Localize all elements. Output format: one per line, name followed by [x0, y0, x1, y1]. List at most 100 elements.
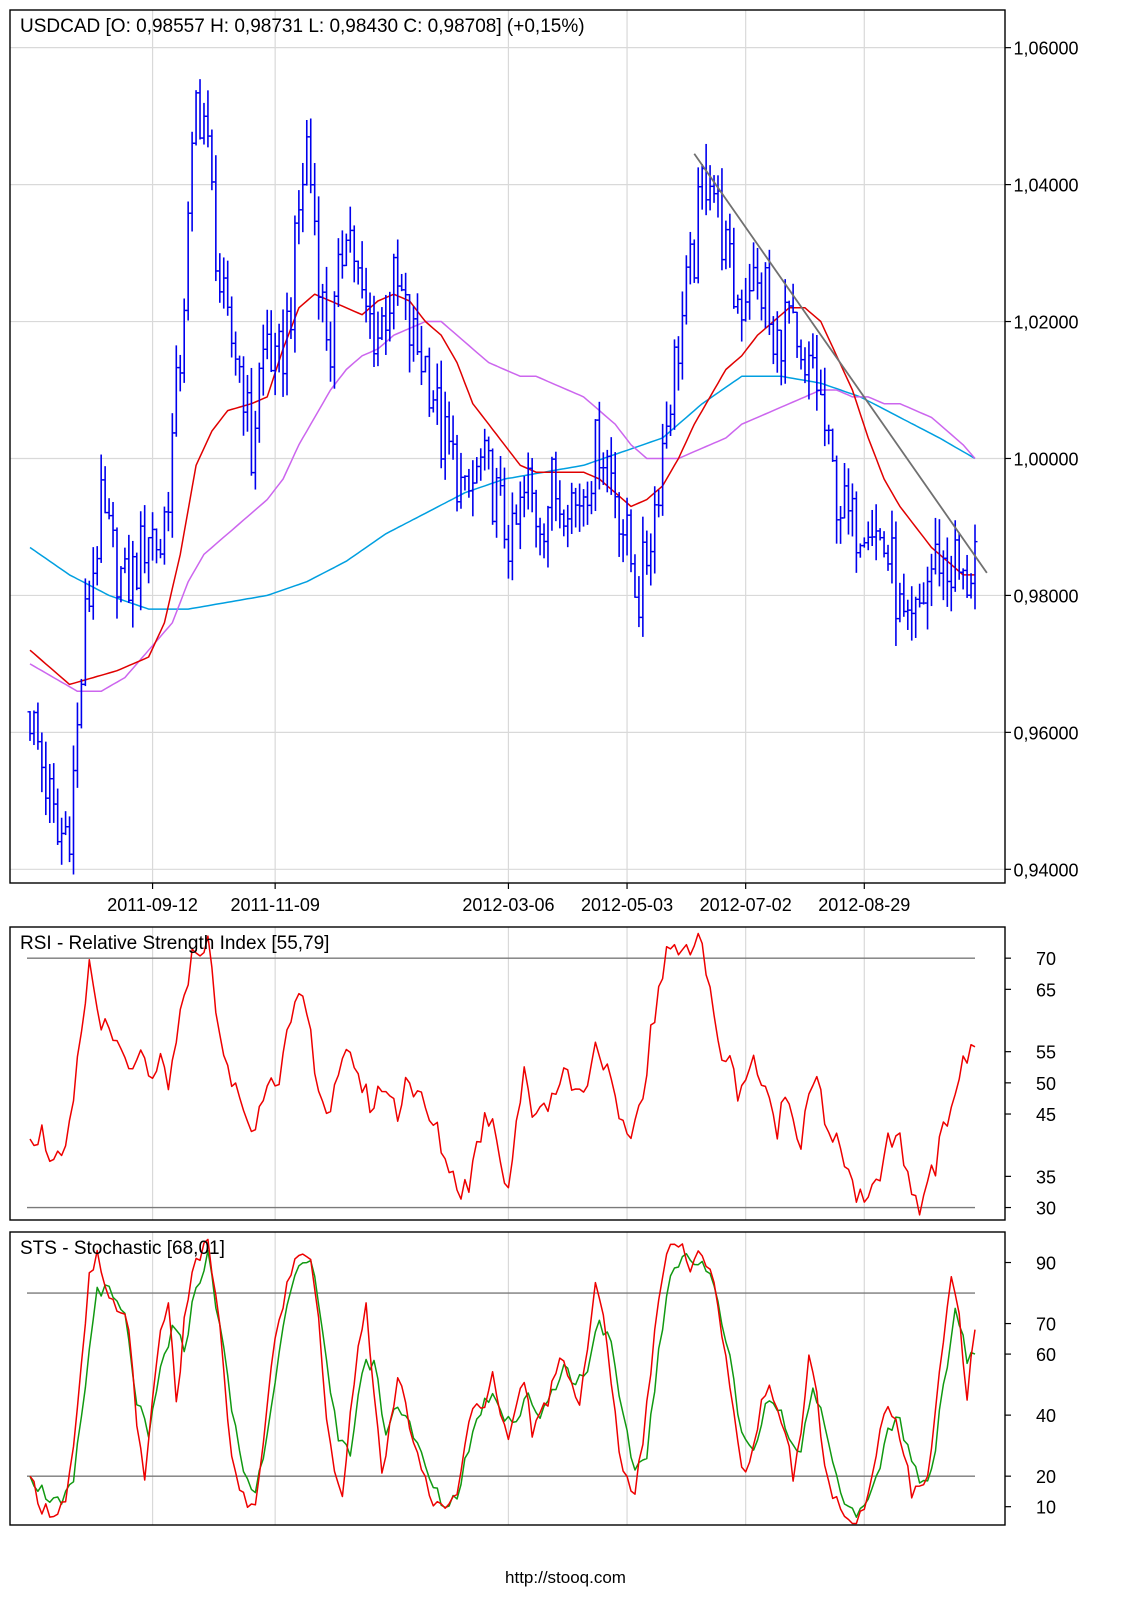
price-bar [557, 480, 563, 529]
price-bar [343, 233, 349, 267]
price-bar [505, 524, 511, 579]
price-bar [335, 238, 341, 308]
y-tick-label: 45 [1036, 1105, 1056, 1125]
price-bar [498, 456, 504, 496]
price-bar [755, 247, 761, 300]
price-bar [67, 816, 73, 863]
price-bar [893, 521, 899, 646]
price-bar [592, 419, 598, 511]
price-bar [426, 347, 432, 417]
price-bar [719, 168, 725, 271]
price-bar [272, 332, 278, 396]
price-bar [486, 436, 492, 470]
y-tick-label: 1,00000 [1013, 449, 1078, 469]
price-bar [798, 339, 804, 370]
price-bar [707, 165, 713, 211]
price-bar [636, 576, 642, 628]
price-bar [161, 506, 167, 565]
price-bar [490, 448, 496, 525]
y-tick-label: 70 [1036, 949, 1056, 969]
price-bar [157, 538, 163, 559]
price-bar [838, 505, 844, 544]
price-bar [94, 546, 100, 586]
price-bar [834, 455, 840, 544]
price-bar [513, 504, 519, 525]
price-bar [549, 456, 555, 531]
price-bar [624, 497, 630, 556]
price-bars [27, 79, 978, 875]
price-bar [758, 272, 764, 321]
price-bar [347, 206, 353, 253]
price-bar [612, 452, 618, 519]
price-plot-area [27, 79, 978, 875]
price-bar [248, 367, 254, 476]
price-bar [98, 454, 104, 563]
price-bar [331, 291, 337, 389]
price-bar [585, 481, 591, 525]
price-bar [308, 118, 314, 194]
price-bar [422, 355, 428, 373]
price-bar [185, 201, 191, 321]
price-bar [553, 451, 559, 522]
price-bar [446, 401, 452, 455]
price-bar [628, 509, 634, 573]
price-bar [814, 334, 820, 411]
y-tick-label: 65 [1036, 980, 1056, 1000]
price-bar [703, 143, 709, 216]
price-bar [229, 296, 235, 358]
price-bar [596, 401, 602, 490]
price-bar [379, 307, 385, 341]
price-bar [921, 582, 927, 605]
price-bar [221, 257, 227, 309]
price-bar [691, 239, 697, 283]
price-bar [865, 521, 871, 551]
price-bar [972, 524, 978, 610]
price-bar [565, 504, 571, 548]
price-bar [482, 428, 488, 471]
price-bar [644, 530, 650, 575]
plot-frame [9, 1231, 1006, 1526]
price-bar [130, 540, 136, 628]
stoch-d-line [29, 1249, 976, 1518]
price-bar [964, 554, 970, 598]
price-bar [418, 325, 424, 386]
price-bar [237, 355, 243, 383]
price-bar [529, 458, 535, 513]
price-bar [806, 341, 812, 400]
price-bar [363, 267, 369, 323]
source-footer[interactable]: http://stooq.com [505, 1568, 626, 1587]
price-bar [304, 120, 310, 186]
price-bar [70, 745, 76, 875]
price-bar [403, 272, 409, 321]
price-bar [78, 678, 84, 729]
x-tick-label: 2012-07-02 [700, 895, 792, 915]
price-bar [47, 763, 53, 823]
price-bar [731, 227, 737, 309]
price-bar [126, 534, 132, 604]
y-tick-label: 1,02000 [1013, 313, 1078, 333]
price-bar [929, 553, 935, 607]
price-bar [735, 294, 741, 314]
price-bar [233, 331, 239, 376]
price-bar [802, 347, 808, 384]
price-bar [794, 311, 800, 358]
price-bar [849, 483, 855, 537]
trendline [693, 153, 988, 574]
price-bar [656, 489, 662, 518]
price-bar [944, 537, 950, 607]
price-bar [620, 519, 626, 563]
rsi-title: RSI - Relative Strength Index [55,79] [20, 933, 329, 954]
price-bar [679, 291, 685, 380]
price-bar [632, 554, 638, 598]
price-bar [913, 596, 919, 638]
price-bar [27, 711, 33, 741]
price-bar [810, 333, 816, 369]
x-tick-label: 2012-05-03 [581, 895, 673, 915]
price-bar [351, 225, 357, 283]
x-tick-label: 2011-09-12 [107, 895, 198, 915]
price-bar [51, 763, 57, 823]
price-bar [588, 481, 594, 515]
price-bar [454, 434, 460, 512]
price-bar [407, 294, 413, 373]
price-panel: USDCAD [O: 0,98557 H: 0,98731 L: 0,98430… [9, 9, 1079, 915]
